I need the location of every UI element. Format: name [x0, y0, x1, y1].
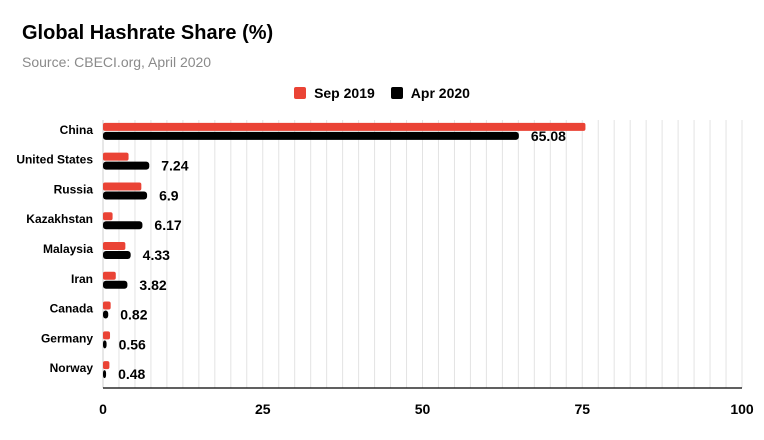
x-tick-label: 50 [415, 401, 431, 417]
x-tick-label: 100 [730, 401, 754, 417]
bar-apr-2020 [103, 251, 131, 259]
bar-sep-2019 [103, 301, 111, 310]
legend-item-apr-2020: Apr 2020 [390, 85, 470, 101]
bar-apr-2020 [103, 191, 148, 200]
bar-apr-2020 [103, 340, 107, 349]
category-label: United States [16, 153, 93, 167]
category-label: Malaysia [43, 242, 93, 256]
legend-swatch-apr-2020 [390, 87, 403, 99]
data-label-apr-2020: 4.33 [143, 247, 170, 263]
category-label: Russia [54, 182, 94, 196]
category-label: Germany [41, 331, 93, 345]
category-label: Kazakhstan [26, 212, 93, 226]
category-label: Canada [50, 302, 94, 316]
x-tick-label: 25 [255, 401, 271, 417]
data-label-apr-2020: 7.24 [161, 158, 188, 174]
bar-sep-2019 [103, 271, 116, 280]
bar-sep-2019 [103, 212, 113, 221]
bar-sep-2019 [103, 182, 142, 191]
data-label-apr-2020: 0.82 [120, 307, 147, 323]
bar-apr-2020 [103, 161, 150, 170]
bar-sep-2019 [103, 242, 126, 250]
category-label: Iran [71, 272, 93, 286]
legend-label-apr-2020: Apr 2020 [410, 85, 470, 101]
bar-sep-2019 [103, 331, 111, 340]
bar-apr-2020 [103, 221, 143, 230]
bar-sep-2019 [103, 122, 586, 131]
data-label-apr-2020: 65.08 [531, 128, 566, 144]
bar-sep-2019 [103, 361, 110, 370]
category-label: Norway [50, 361, 94, 375]
bar-apr-2020 [103, 131, 519, 140]
legend-label-sep-2019: Sep 2019 [314, 85, 375, 101]
x-tick-label: 75 [574, 401, 590, 417]
bar-apr-2020 [103, 280, 128, 289]
bar-apr-2020 [103, 310, 109, 319]
x-tick-label: 0 [99, 401, 107, 417]
bar-sep-2019 [103, 152, 129, 161]
legend-swatch-sep-2019 [294, 87, 307, 99]
data-label-apr-2020: 3.82 [139, 277, 166, 293]
category-label: China [60, 123, 94, 137]
data-label-apr-2020: 0.48 [118, 366, 145, 382]
legend: Sep 2019 Apr 2020 [0, 85, 764, 101]
chart-title: Global Hashrate Share (%) [22, 22, 274, 44]
legend-item-sep-2019: Sep 2019 [294, 85, 375, 101]
data-label-apr-2020: 6.9 [159, 187, 179, 203]
data-label-apr-2020: 0.56 [119, 336, 146, 352]
bar-apr-2020 [103, 370, 107, 379]
chart-subtitle: Source: CBECI.org, April 2020 [22, 54, 212, 70]
data-label-apr-2020: 6.17 [154, 217, 181, 233]
